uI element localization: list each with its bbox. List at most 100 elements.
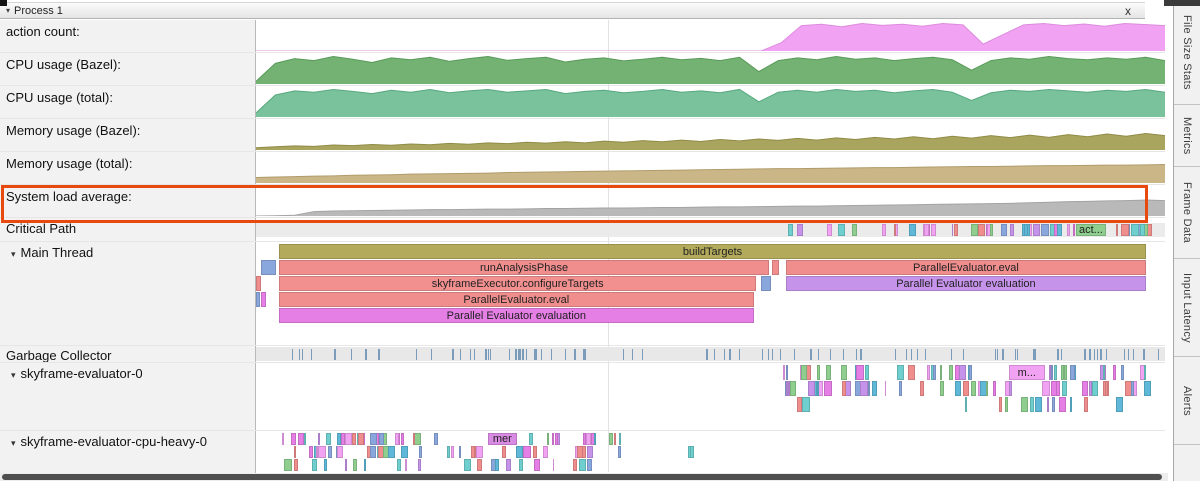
- collapse-triangle-icon[interactable]: ▾: [6, 6, 11, 15]
- slice[interactable]: [534, 349, 537, 360]
- slice[interactable]: [555, 433, 558, 445]
- slice[interactable]: [476, 446, 484, 458]
- slice[interactable]: [771, 349, 773, 360]
- slice[interactable]: [825, 365, 832, 380]
- slice[interactable]: [1123, 349, 1125, 360]
- slice[interactable]: [930, 224, 937, 236]
- slice[interactable]: [463, 459, 472, 471]
- slice[interactable]: [950, 349, 952, 360]
- slice[interactable]: [970, 381, 976, 396]
- slice[interactable]: [1050, 365, 1053, 380]
- slice[interactable]: [299, 349, 301, 360]
- memory-usage-total-track[interactable]: [256, 152, 1165, 184]
- slice-m[interactable]: m...: [1008, 365, 1045, 380]
- slice[interactable]: [609, 433, 614, 445]
- slice[interactable]: [706, 349, 708, 360]
- slice[interactable]: [325, 433, 331, 445]
- slice[interactable]: [349, 433, 355, 445]
- close-button[interactable]: x: [1125, 3, 1131, 18]
- slice[interactable]: [419, 446, 422, 458]
- slice[interactable]: [1100, 349, 1102, 360]
- cpu-usage-total-track[interactable]: [256, 86, 1165, 118]
- critical-path-track[interactable]: act...: [256, 218, 1165, 241]
- slice[interactable]: [824, 381, 833, 396]
- slice[interactable]: [786, 365, 789, 380]
- slice[interactable]: [894, 224, 898, 236]
- slice[interactable]: [830, 349, 832, 360]
- slice[interactable]: [474, 446, 476, 458]
- slice[interactable]: [336, 433, 341, 445]
- slice[interactable]: [495, 459, 499, 471]
- slice[interactable]: [728, 349, 731, 360]
- slice[interactable]: [1130, 224, 1139, 236]
- slice[interactable]: [1143, 349, 1145, 360]
- slice[interactable]: [489, 349, 491, 360]
- slice[interactable]: [965, 397, 968, 412]
- slice[interactable]: [619, 433, 622, 445]
- thread-collapse-icon[interactable]: ▾: [11, 249, 16, 259]
- slice[interactable]: [260, 260, 276, 275]
- slice[interactable]: [1046, 397, 1050, 412]
- slice[interactable]: [533, 349, 535, 360]
- memory-usage-bazel-track[interactable]: [256, 119, 1165, 151]
- slice[interactable]: [574, 349, 576, 360]
- slice[interactable]: [916, 349, 919, 360]
- slice[interactable]: [533, 459, 540, 471]
- slice[interactable]: [790, 381, 797, 396]
- slice[interactable]: [298, 433, 304, 445]
- slice[interactable]: [1001, 349, 1004, 360]
- slice[interactable]: [1096, 349, 1098, 360]
- slice[interactable]: [978, 224, 986, 236]
- slice[interactable]: [400, 446, 409, 458]
- slice[interactable]: [723, 349, 725, 360]
- slice[interactable]: [318, 446, 326, 458]
- slice[interactable]: [1029, 397, 1035, 412]
- slice[interactable]: [416, 349, 418, 360]
- slice[interactable]: [1062, 381, 1068, 396]
- slice[interactable]: [586, 433, 592, 445]
- slice[interactable]: [1004, 397, 1008, 412]
- slice[interactable]: [990, 224, 993, 236]
- slice[interactable]: [314, 446, 318, 458]
- slice[interactable]: [418, 459, 422, 471]
- slice[interactable]: [383, 446, 389, 458]
- slice[interactable]: [515, 349, 517, 360]
- slice[interactable]: [1053, 365, 1058, 380]
- slice[interactable]: [806, 365, 811, 380]
- slice[interactable]: [970, 224, 978, 236]
- slice[interactable]: [344, 433, 352, 445]
- slice[interactable]: [388, 446, 396, 458]
- slice[interactable]: [515, 446, 523, 458]
- slice[interactable]: [954, 381, 961, 396]
- slice[interactable]: [1132, 349, 1134, 360]
- slice[interactable]: [318, 433, 320, 445]
- slice[interactable]: [1066, 224, 1071, 236]
- slice-skyframeexecutor-configuretargets[interactable]: skyframeExecutor.configureTargets: [279, 276, 757, 291]
- slice[interactable]: [1057, 349, 1059, 360]
- tab-input-latency[interactable]: Input Latency: [1174, 259, 1200, 357]
- slice[interactable]: [378, 446, 385, 458]
- slice[interactable]: [1084, 397, 1088, 412]
- slice[interactable]: [311, 459, 318, 471]
- slice[interactable]: [854, 381, 862, 396]
- slice[interactable]: [363, 459, 366, 471]
- slice[interactable]: [519, 459, 523, 471]
- slice[interactable]: [1069, 365, 1075, 380]
- slice[interactable]: [962, 381, 969, 396]
- memory-usage-bazel-label[interactable]: Memory usage (Bazel):: [0, 119, 256, 151]
- slice[interactable]: [370, 433, 378, 445]
- slice[interactable]: [573, 459, 577, 471]
- slice[interactable]: [345, 459, 348, 471]
- slice[interactable]: [341, 433, 346, 445]
- horizontal-scrollbar[interactable]: [0, 473, 1168, 481]
- slice[interactable]: [932, 365, 937, 380]
- action-count-label[interactable]: action count:: [0, 20, 256, 52]
- slice[interactable]: [881, 224, 887, 236]
- slice[interactable]: [1092, 381, 1098, 396]
- slice[interactable]: [350, 349, 353, 360]
- slice[interactable]: [551, 433, 554, 445]
- slice[interactable]: [586, 446, 593, 458]
- slice[interactable]: [501, 446, 506, 458]
- slice[interactable]: [884, 381, 887, 396]
- system-load-average-label[interactable]: System load average:: [0, 185, 256, 217]
